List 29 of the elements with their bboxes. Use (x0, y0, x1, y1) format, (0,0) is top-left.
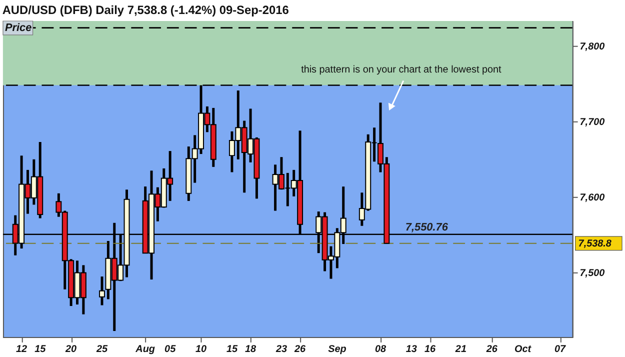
ref-line-label: 7,538.8 (578, 238, 612, 250)
y-tick-label: 7,600 (580, 192, 606, 204)
y-tick-label: 7,700 (580, 117, 606, 128)
x-tick-label: 12 (16, 344, 28, 355)
x-tick-label: 21 (454, 344, 466, 355)
x-tick-label: 26 (485, 344, 498, 355)
x-tick-label: Aug (134, 344, 155, 355)
x-tick-label: 23 (274, 344, 288, 355)
x-tick-label: Oct (514, 344, 532, 355)
x-tick-label: 15 (226, 344, 238, 355)
x-tick-label: 26 (294, 344, 306, 355)
ref-line-label: 7,550.76 (405, 221, 449, 234)
x-tick-label: 08 (374, 344, 386, 355)
annotation: this pattern is on your chart at the lowest pont (301, 64, 502, 76)
x-tick-label: Sep (328, 344, 346, 355)
x-tick-label: 10 (195, 344, 208, 355)
x-tick-label: 20 (64, 344, 78, 355)
x-tick-label: 16 (424, 344, 436, 355)
y-tick-label: 7,800 (580, 41, 606, 52)
candlestick (99, 275, 105, 306)
y-axis-title: Price (4, 22, 32, 34)
x-tick-label: 25 (95, 344, 108, 355)
chart-title: AUD/USD (DFB) Daily 7,538.8 (-1.42%) 09-Sep-2016 (2, 2, 290, 17)
x-tick-label: 18 (245, 344, 257, 355)
x-tick-label: 13 (406, 344, 418, 355)
x-tick-label: 05 (164, 344, 176, 355)
x-tick-label: 07 (554, 344, 566, 355)
y-tick-label: 7,500 (580, 268, 606, 280)
x-tick-label: 15 (34, 344, 46, 355)
